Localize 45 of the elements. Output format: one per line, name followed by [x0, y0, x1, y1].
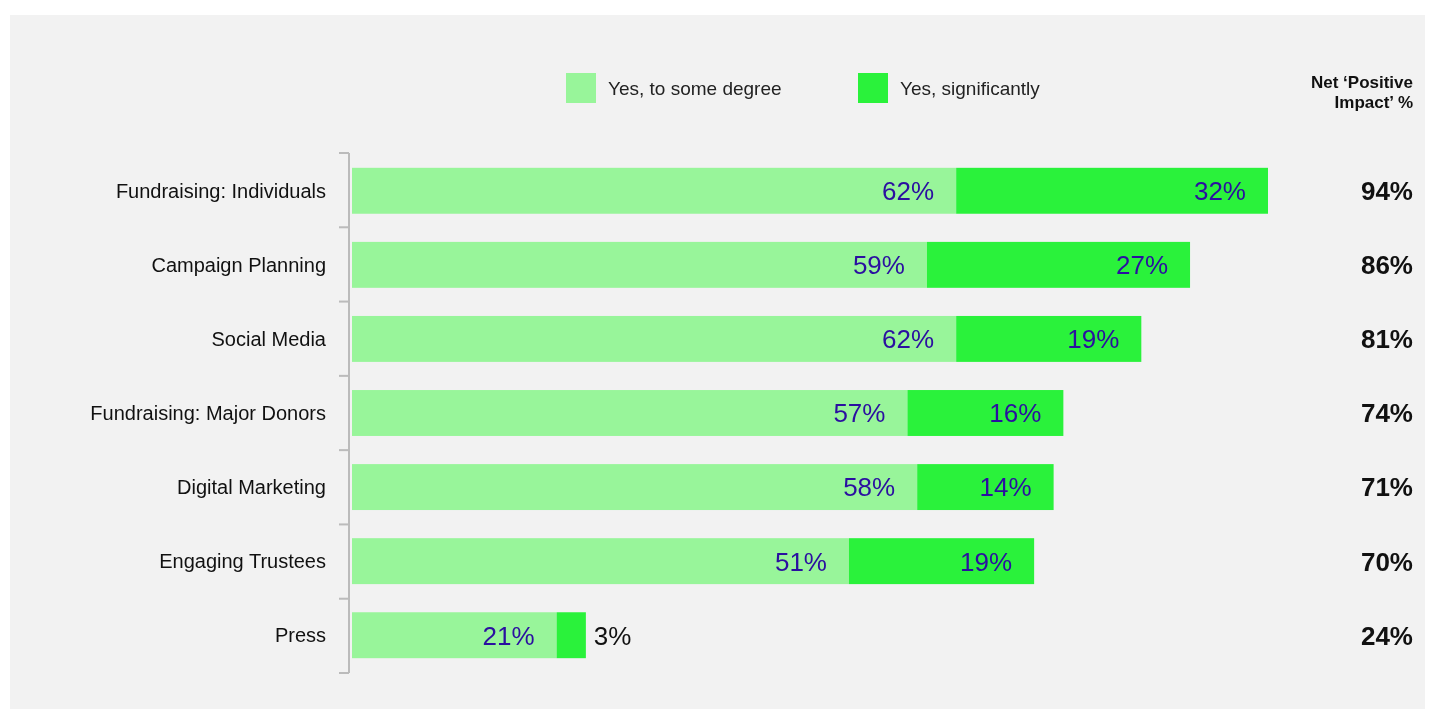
data-label: 16%	[989, 398, 1042, 429]
legend-label: Yes, to some degree	[608, 77, 782, 99]
data-label: 19%	[1067, 324, 1120, 355]
y-tick-label: Fundraising: Major Donors	[90, 402, 326, 425]
data-label: 62%	[882, 324, 935, 355]
data-label: 19%	[960, 546, 1013, 577]
bar	[352, 464, 918, 511]
bar	[926, 241, 1191, 288]
text: Net ‘Positive Impact’ %	[1310, 73, 1413, 112]
data-label: 59%	[852, 250, 905, 281]
bar	[352, 612, 557, 659]
y-tick-label: Campaign Planning	[151, 254, 326, 277]
bar	[907, 390, 1064, 436]
y-tick-label: Fundraising: Individuals	[115, 179, 326, 202]
data-label: 57%	[833, 398, 886, 429]
bar	[848, 538, 1035, 585]
data-label: 32%	[1193, 176, 1246, 207]
data-label: 3%	[593, 620, 632, 651]
bar	[917, 464, 1054, 511]
text: 86%	[1360, 250, 1413, 281]
bar	[352, 167, 957, 214]
y-tick-label: Press	[274, 624, 326, 647]
bar	[352, 538, 849, 585]
bar	[956, 315, 1142, 362]
legend-label: Yes, significantly	[900, 77, 1041, 99]
text: 94%	[1360, 176, 1413, 207]
text: 74%	[1360, 398, 1413, 429]
bar	[956, 167, 1268, 214]
data-label: 27%	[1116, 250, 1169, 281]
text: 70%	[1360, 546, 1413, 577]
bar	[352, 315, 957, 362]
data-label: 62%	[882, 176, 935, 207]
bar	[352, 241, 927, 288]
text: 24%	[1360, 620, 1413, 651]
bar	[352, 390, 908, 436]
y-tick-label: Engaging Trustees	[159, 550, 326, 573]
data-label: 14%	[979, 472, 1032, 503]
data-label: 51%	[774, 546, 827, 577]
bar	[556, 612, 586, 659]
y-tick-label: Social Media	[211, 328, 327, 351]
y-tick-label: Digital Marketing	[177, 476, 326, 499]
data-label: 21%	[482, 620, 535, 651]
text: 81%	[1360, 324, 1413, 355]
text: 71%	[1360, 472, 1413, 503]
data-label: 58%	[843, 472, 896, 503]
